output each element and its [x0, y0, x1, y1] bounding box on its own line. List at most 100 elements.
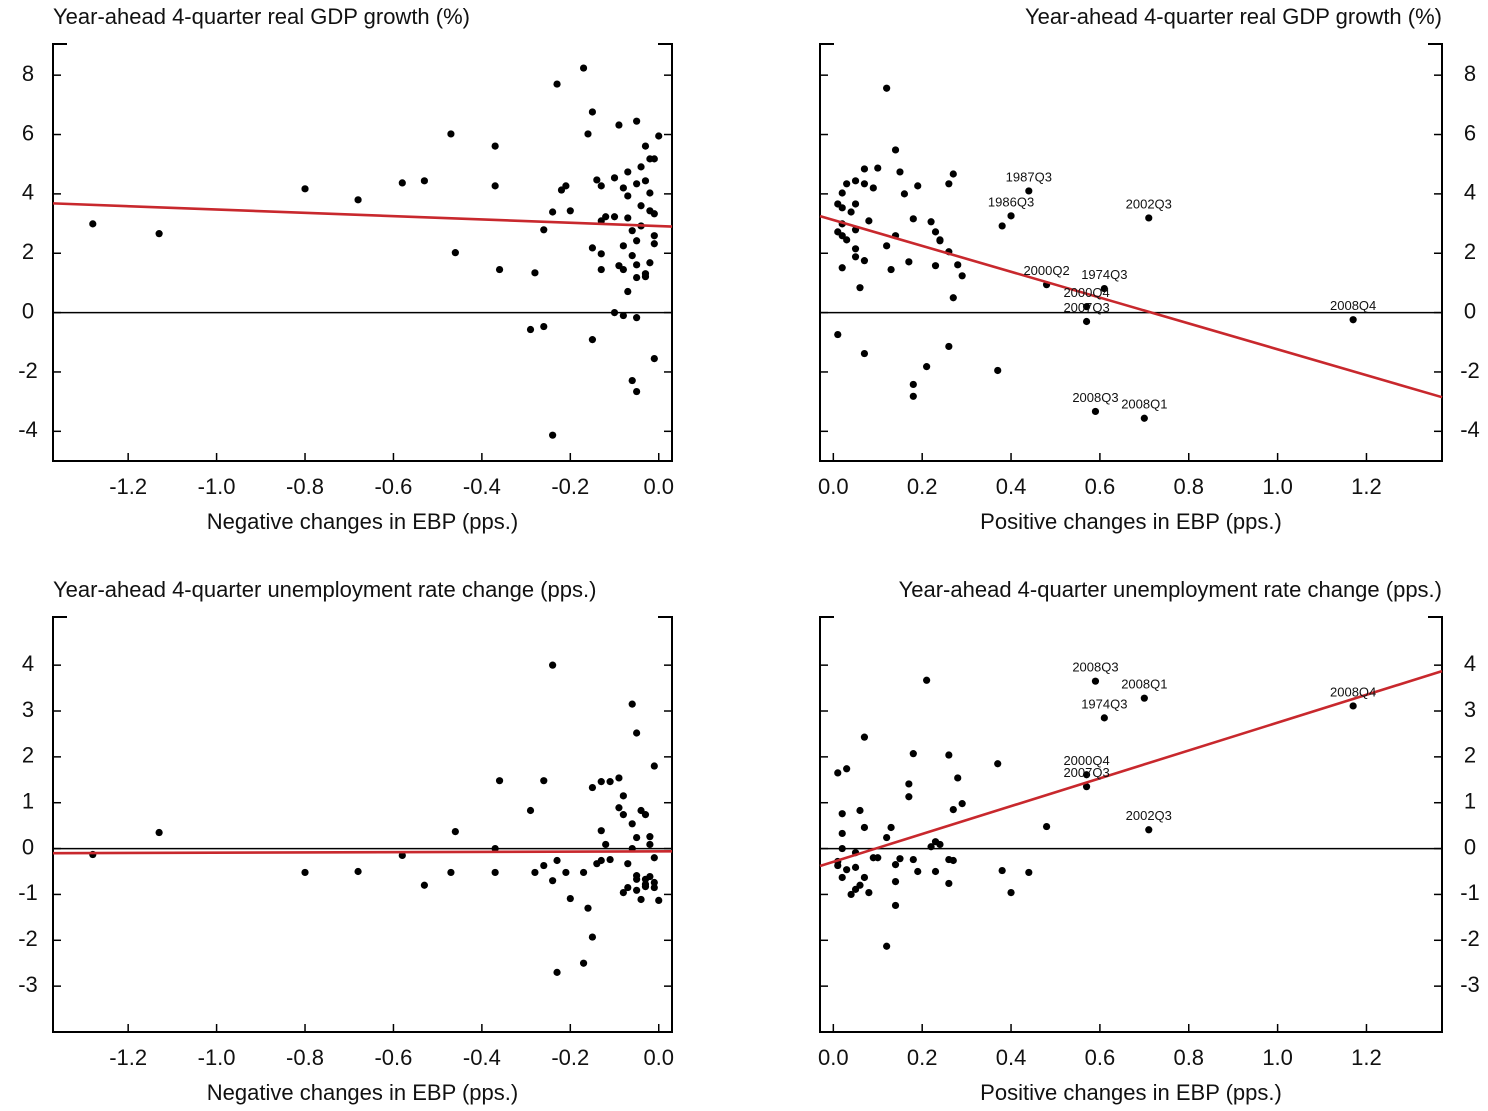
x-tick-label: -0.2 [551, 474, 589, 499]
x-tick-label: 0.2 [907, 474, 938, 499]
scatter-point [641, 273, 650, 281]
scatter-point [860, 180, 869, 188]
scatter-point [931, 228, 940, 236]
point-annotation: 1986Q3 [988, 194, 1034, 209]
scatter-point [865, 888, 873, 897]
scatter-point [495, 265, 504, 274]
scatter-point [354, 196, 362, 204]
x-tick-label: -0.6 [374, 1045, 412, 1070]
scatter-point [646, 833, 654, 841]
scatter-point [624, 192, 632, 200]
scatter-point [847, 890, 855, 899]
scatter-point [597, 250, 605, 258]
scatter-point [420, 881, 428, 889]
scatter-point [89, 220, 97, 228]
x-tick-label: -0.2 [551, 1045, 589, 1070]
y-tick-label: 4 [22, 651, 34, 676]
scatter-point [615, 804, 623, 812]
scatter-point [549, 661, 557, 669]
scatter-point [650, 883, 658, 892]
y-tick-label: 6 [1464, 120, 1476, 145]
scatter-point [838, 844, 846, 853]
scatter-point [447, 868, 455, 877]
y-tick-label: 2 [1464, 239, 1476, 264]
scatter-point [1042, 822, 1051, 831]
scatter-point [905, 793, 913, 801]
scatter-point [633, 180, 641, 188]
scatter-point [860, 733, 869, 741]
y-tick-label: 2 [22, 239, 34, 264]
scatter-point [931, 262, 940, 270]
fit-line [52, 850, 673, 855]
scatter-point [945, 751, 953, 759]
scatter-point [615, 774, 623, 782]
scatter-point [887, 823, 895, 832]
scatter-point [838, 264, 846, 272]
scatter-point [1100, 714, 1108, 722]
axis-frame [52, 43, 673, 462]
scatter-point [619, 265, 627, 274]
point-annotation: 2008Q1 [1121, 677, 1167, 692]
scatter-point [860, 349, 869, 358]
scatter-point [838, 189, 846, 197]
scatter-point [1082, 783, 1091, 791]
scatter-point [301, 185, 309, 193]
scatter-point [1349, 316, 1357, 324]
scatter-point [633, 729, 641, 737]
scatter-point [909, 750, 917, 758]
scatter-point [1145, 826, 1153, 834]
scatter-point [896, 855, 904, 863]
scatter-point [923, 363, 931, 371]
scatter-point [420, 177, 428, 185]
scatter-point [624, 214, 632, 222]
scatter-point [891, 901, 900, 910]
y-tick-label: 2 [1464, 743, 1476, 768]
scatter-point [650, 355, 658, 363]
scatter-point [883, 242, 891, 250]
scatter-point [909, 392, 917, 400]
scatter-point [891, 861, 900, 869]
scatter-point [588, 244, 597, 252]
fit-line [52, 202, 673, 228]
scatter-point [869, 184, 877, 192]
x-tick-label: 0.0 [643, 474, 674, 499]
scatter-point [615, 121, 623, 129]
scatter-point [540, 226, 548, 234]
scatter-point [909, 380, 917, 389]
scatter-point [602, 213, 610, 221]
scatter-point [549, 208, 557, 216]
scatter-point [887, 265, 895, 274]
scatter-point [1091, 407, 1100, 416]
scatter-point [633, 237, 641, 245]
scatter-point [491, 142, 499, 150]
scatter-point [1091, 677, 1100, 685]
y-tick-label: -2 [1460, 926, 1480, 951]
scatter-point [562, 182, 570, 190]
scatter-point [650, 232, 658, 240]
y-tick-label: 8 [1464, 61, 1476, 86]
scatter-point [923, 676, 931, 684]
scatter-point [531, 269, 539, 277]
scatter-point [851, 200, 860, 208]
scatter-point [1025, 868, 1033, 877]
y-tick-label: 0 [22, 834, 34, 859]
scatter-point [1025, 187, 1033, 195]
y-tick-label: -3 [18, 972, 38, 997]
scatter-point [606, 778, 614, 786]
scatter-point [646, 259, 654, 267]
scatter-point [900, 190, 909, 198]
point-annotation: 2002Q3 [1126, 808, 1172, 823]
scatter-point [834, 769, 842, 777]
scatter-point [447, 130, 455, 138]
scatter-point [1082, 303, 1091, 311]
fit-line [819, 669, 1443, 868]
point-annotation: 2008Q4 [1330, 684, 1376, 699]
scatter-point [883, 942, 891, 950]
scatter-point [655, 896, 663, 904]
point-annotation: 2008Q3 [1072, 390, 1118, 405]
scatter-point [949, 294, 957, 302]
scatter-point [597, 265, 605, 274]
scatter-point [633, 314, 641, 322]
scatter-point [834, 330, 842, 339]
scatter-point [633, 886, 641, 894]
